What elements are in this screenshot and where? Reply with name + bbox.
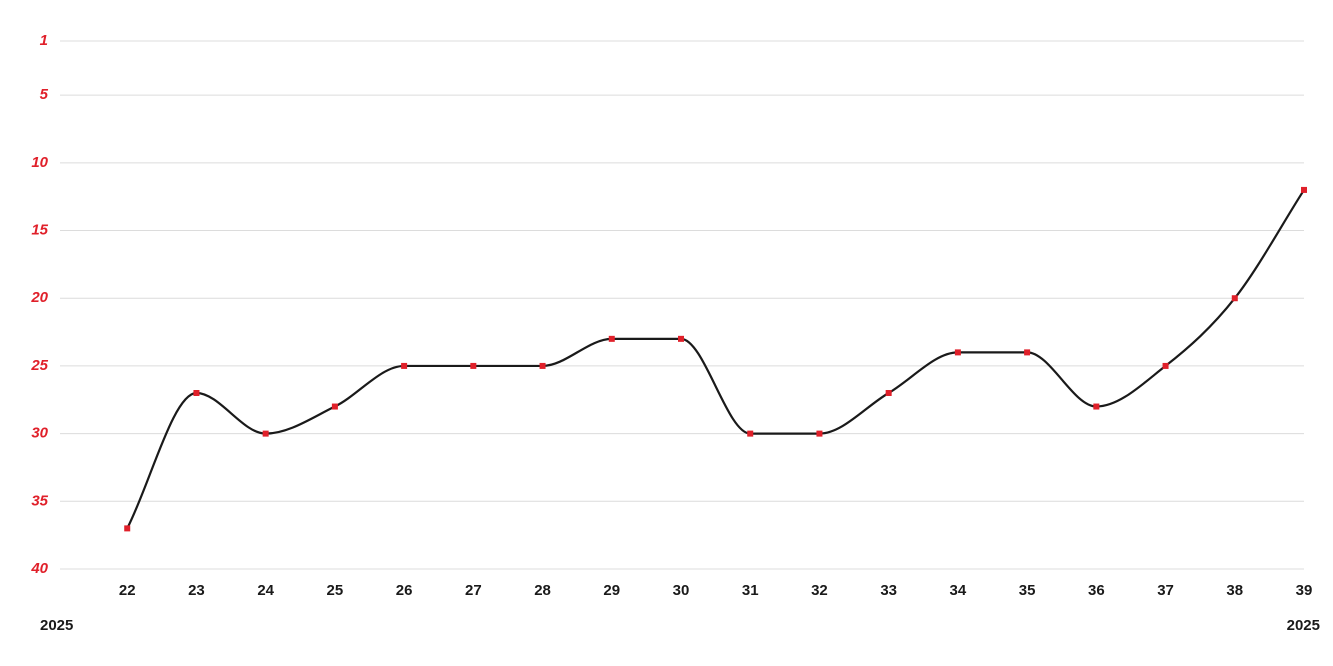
marker — [678, 335, 684, 342]
x-tick-label: 37 — [1157, 582, 1174, 599]
x-tick-label: 36 — [1088, 582, 1105, 599]
x-tick-label: 30 — [673, 582, 690, 599]
x-tick-label: 23 — [188, 582, 205, 599]
y-tick-label: 35 — [31, 492, 48, 509]
x-tick-label: 39 — [1296, 582, 1313, 599]
y-tick-label: 10 — [31, 154, 48, 171]
y-tick-label: 5 — [40, 86, 49, 103]
marker — [193, 390, 200, 396]
x-tick-label: 34 — [950, 582, 967, 599]
marker — [1093, 403, 1100, 410]
x-tick-label: 35 — [1019, 582, 1036, 599]
marker — [954, 349, 961, 356]
x-tick-label: 27 — [465, 582, 482, 599]
marker — [747, 430, 754, 437]
marker — [401, 362, 408, 369]
marker — [885, 390, 892, 396]
x-tick-label: 38 — [1226, 582, 1243, 599]
x-tick-label: 31 — [742, 582, 759, 599]
x-tick-label: 25 — [327, 582, 344, 599]
marker — [608, 335, 615, 342]
marker — [1301, 186, 1307, 193]
x-tick-label: 28 — [534, 582, 551, 599]
x-tick-label: 33 — [880, 582, 897, 599]
x-tick-label: 22 — [119, 582, 136, 599]
marker — [1024, 349, 1031, 356]
marker — [331, 403, 338, 410]
y-tick-label: 20 — [30, 289, 48, 306]
year-label: 2025 — [40, 617, 73, 634]
marker — [262, 430, 269, 437]
x-tick-label: 26 — [396, 582, 413, 599]
y-tick-label: 30 — [31, 425, 48, 442]
marker — [816, 430, 823, 437]
marker — [124, 525, 131, 532]
x-tick-label: 29 — [603, 582, 620, 599]
x-tick-label: 24 — [257, 582, 274, 599]
marker — [539, 362, 546, 369]
y-tick-label: 15 — [31, 222, 48, 239]
x-tick-label: 32 — [811, 582, 828, 599]
line — [126, 189, 1305, 529]
year-label: 2025 — [1287, 617, 1320, 634]
y-tick-label: 40 — [30, 560, 48, 577]
marker — [1162, 362, 1169, 369]
y-tick-label: 25 — [30, 357, 48, 374]
y-tick-label: 1 — [40, 32, 48, 49]
marker — [1231, 295, 1238, 302]
marker — [470, 362, 477, 369]
